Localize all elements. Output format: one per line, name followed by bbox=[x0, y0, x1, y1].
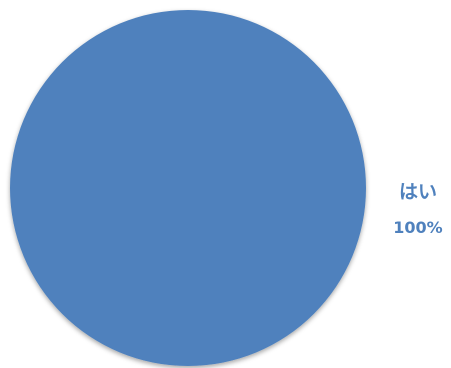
data-labels: はい 100% bbox=[393, 181, 442, 237]
data-label-percent: 100% bbox=[393, 218, 442, 237]
pie-slice-0 bbox=[10, 10, 366, 366]
data-label-category: はい bbox=[399, 181, 437, 203]
pie-slices bbox=[10, 10, 366, 366]
